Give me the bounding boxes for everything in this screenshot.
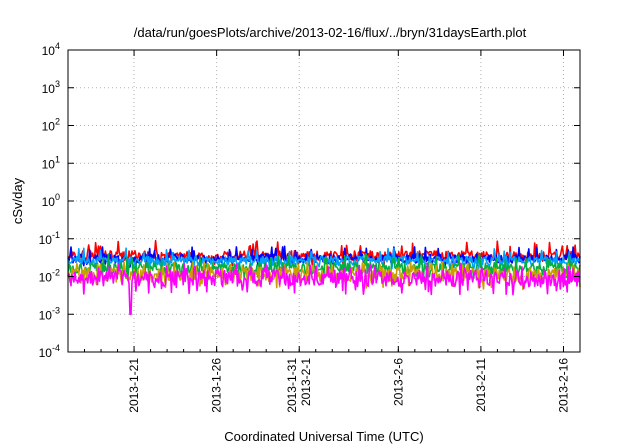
y-axis-label: cSv/day (10, 177, 25, 224)
x-tick-label: 2013-2-16 (556, 358, 570, 413)
y-tick-label: 10-4 (39, 343, 60, 360)
y-tick-exponent: 4 (55, 41, 60, 51)
y-tick-base: 10 (42, 195, 56, 209)
y-tick-base: 10 (39, 346, 53, 360)
y-tick-exponent: 3 (55, 79, 60, 89)
y-tick-exponent: -2 (52, 268, 60, 278)
y-tick-label: 102 (42, 117, 60, 134)
y-tick-label: 103 (42, 79, 60, 96)
y-tick-label: 100 (42, 192, 60, 209)
y-tick-label: 10-2 (39, 268, 60, 285)
y-tick-base: 10 (42, 82, 56, 96)
x-tick-label: 2013-2-1 (299, 358, 313, 406)
y-tick-label: 104 (42, 41, 60, 58)
y-tick-base: 10 (42, 120, 56, 134)
series-group (67, 239, 581, 316)
y-tick-base: 10 (39, 233, 53, 247)
y-tick-exponent: 2 (55, 117, 60, 127)
y-tick-exponent: 0 (55, 192, 60, 202)
x-axis: 2013-1-21 2013-1-26 2013-1-31 2013-2-1 2013-… (67, 50, 581, 413)
y-tick-exponent: -4 (52, 343, 60, 353)
y-tick-label: 10-1 (39, 230, 60, 247)
y-tick-label: 101 (42, 154, 60, 171)
y-tick-exponent: -3 (52, 305, 60, 315)
x-tick-label: 2013-1-26 (210, 358, 224, 413)
y-tick-base: 10 (42, 44, 56, 58)
y-tick-base: 10 (42, 157, 56, 171)
grid (68, 50, 580, 352)
series-line (67, 262, 581, 316)
y-tick-label: 10-3 (39, 305, 60, 322)
x-tick-label: 2013-1-31 (285, 358, 299, 413)
chart-title: /data/run/goesPlots/archive/2013-02-16/f… (134, 25, 527, 40)
y-tick-base: 10 (39, 271, 53, 285)
y-tick-exponent: -1 (52, 230, 60, 240)
x-tick-label: 2013-2-6 (391, 358, 405, 406)
y-tick-base: 10 (39, 308, 53, 322)
x-axis-label: Coordinated Universal Time (UTC) (224, 429, 423, 444)
x-tick-label: 2013-1-21 (127, 358, 141, 413)
x-tick-label: 2013-2-11 (474, 358, 488, 412)
y-tick-exponent: 1 (55, 154, 60, 164)
series-line (67, 253, 581, 281)
